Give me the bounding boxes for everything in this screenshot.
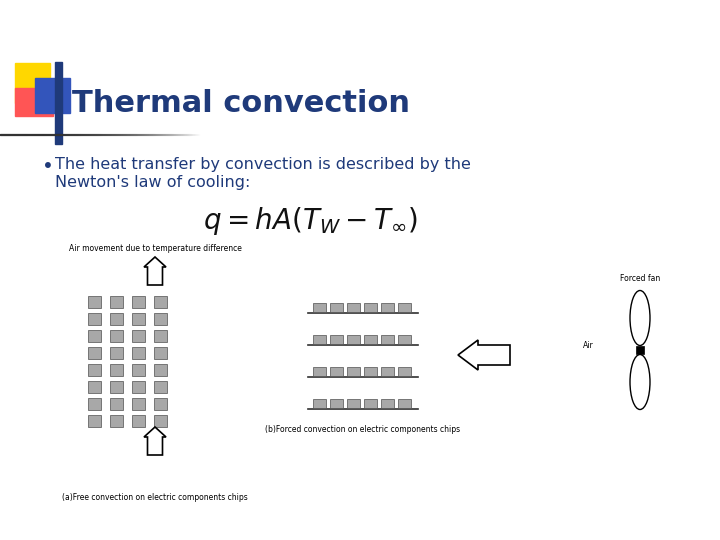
Bar: [636, 346, 644, 354]
Bar: [110, 381, 123, 393]
Bar: [132, 364, 145, 376]
Text: (b)Forced convection on electric components chips: (b)Forced convection on electric compone…: [266, 425, 461, 434]
Bar: [313, 335, 326, 344]
Text: •: •: [42, 157, 54, 176]
Bar: [15, 63, 50, 103]
Bar: [154, 364, 167, 376]
Text: Air: Air: [582, 341, 593, 349]
Bar: [154, 347, 167, 359]
Bar: [132, 415, 145, 427]
Bar: [154, 398, 167, 410]
Bar: [110, 296, 123, 308]
Bar: [398, 399, 411, 408]
Bar: [364, 303, 377, 312]
Bar: [110, 364, 123, 376]
Bar: [110, 313, 123, 325]
Bar: [132, 381, 145, 393]
Bar: [15, 88, 53, 116]
Bar: [381, 399, 394, 408]
Bar: [88, 347, 101, 359]
Bar: [347, 303, 360, 312]
Bar: [398, 335, 411, 344]
Bar: [381, 303, 394, 312]
Bar: [364, 399, 377, 408]
Bar: [35, 78, 70, 113]
Bar: [110, 330, 123, 342]
Bar: [398, 303, 411, 312]
Bar: [313, 303, 326, 312]
Bar: [154, 313, 167, 325]
Bar: [154, 381, 167, 393]
Bar: [154, 296, 167, 308]
Bar: [313, 399, 326, 408]
Bar: [88, 296, 101, 308]
Bar: [381, 367, 394, 376]
Bar: [154, 330, 167, 342]
Bar: [398, 367, 411, 376]
Bar: [313, 367, 326, 376]
Bar: [132, 313, 145, 325]
FancyArrow shape: [144, 427, 166, 455]
Bar: [132, 330, 145, 342]
Bar: [330, 303, 343, 312]
Bar: [132, 347, 145, 359]
Bar: [347, 367, 360, 376]
Bar: [154, 415, 167, 427]
Bar: [330, 367, 343, 376]
Bar: [88, 313, 101, 325]
Bar: [88, 381, 101, 393]
Text: $q = hA(T_W - T_{\infty})$: $q = hA(T_W - T_{\infty})$: [203, 205, 417, 237]
Bar: [88, 415, 101, 427]
Bar: [88, 364, 101, 376]
Bar: [330, 335, 343, 344]
Bar: [110, 398, 123, 410]
Text: Thermal convection: Thermal convection: [72, 89, 410, 118]
Text: Air movement due to temperature difference: Air movement due to temperature differen…: [68, 244, 241, 253]
Bar: [347, 399, 360, 408]
Bar: [381, 335, 394, 344]
Text: The heat transfer by convection is described by the: The heat transfer by convection is descr…: [55, 157, 471, 172]
Bar: [330, 399, 343, 408]
Bar: [132, 398, 145, 410]
Ellipse shape: [630, 354, 650, 409]
Text: Forced fan: Forced fan: [620, 274, 660, 283]
Bar: [364, 367, 377, 376]
Bar: [88, 330, 101, 342]
Text: (a)Free convection on electric components chips: (a)Free convection on electric component…: [62, 493, 248, 502]
FancyArrow shape: [144, 257, 166, 285]
FancyArrow shape: [458, 340, 510, 370]
Bar: [88, 398, 101, 410]
Bar: [55, 62, 62, 144]
Text: Newton's law of cooling:: Newton's law of cooling:: [55, 175, 251, 190]
Bar: [364, 335, 377, 344]
Bar: [347, 335, 360, 344]
Bar: [132, 296, 145, 308]
Bar: [110, 347, 123, 359]
Bar: [110, 415, 123, 427]
Ellipse shape: [630, 291, 650, 346]
